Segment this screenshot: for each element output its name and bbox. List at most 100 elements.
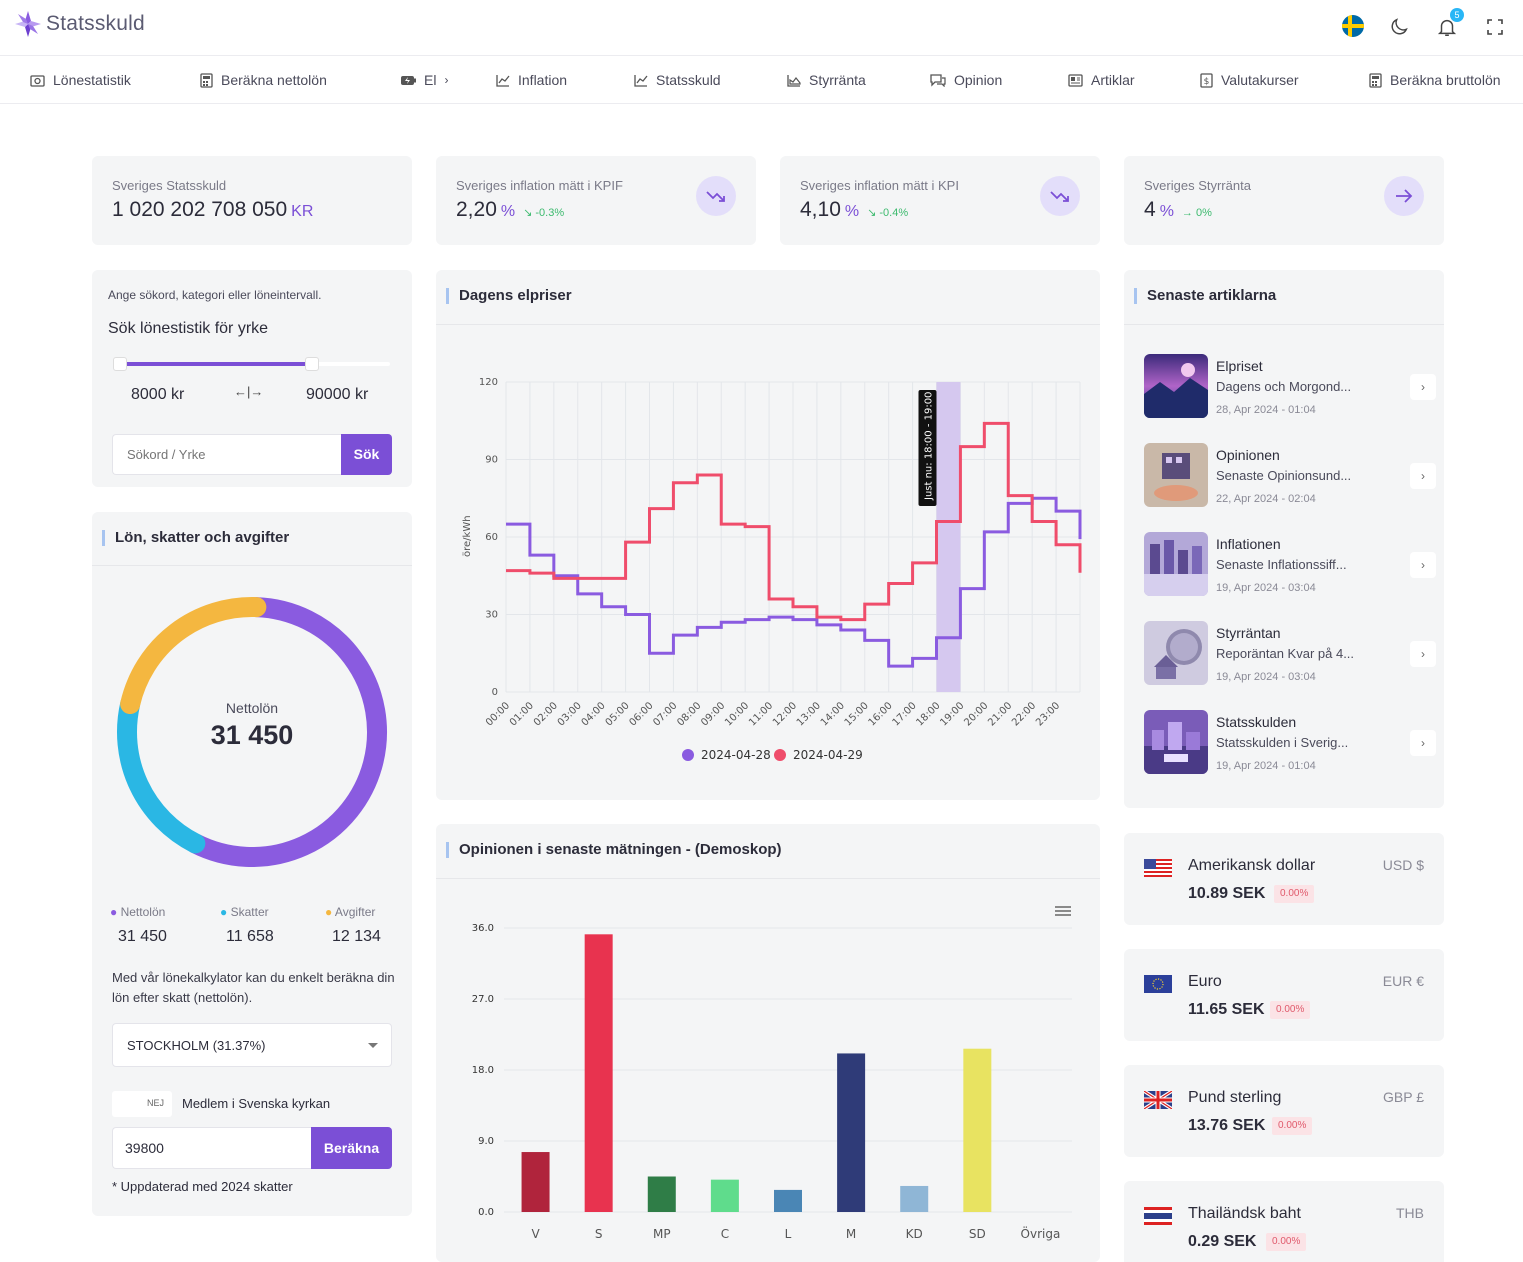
nav-item-lonestatistik[interactable]: Lönestatistik [30, 56, 131, 104]
divider [436, 324, 1100, 325]
nav-item-berakna-nettolon[interactable]: Beräkna nettolön [200, 56, 327, 104]
nav-item-inflation[interactable]: Inflation [496, 56, 567, 104]
chat-icon [930, 73, 946, 87]
legend-item-skatter: ● Skatter [220, 905, 269, 919]
salary-donut-chart [117, 597, 387, 867]
article-item[interactable]: Inflationen Senaste Inflationssiff... 19… [1144, 532, 1436, 598]
currency-card-eur[interactable]: Euro EUR € 11.65 SEK 0.00% [1124, 949, 1444, 1041]
slider-fill [120, 362, 312, 366]
article-open-button[interactable]: › [1410, 641, 1436, 667]
nav-label: Beräkna bruttolön [1390, 72, 1501, 88]
slider-handle-max[interactable] [304, 357, 319, 371]
x-tick-label: 19:00 [938, 700, 966, 728]
chevron-right-icon: › [444, 73, 449, 87]
x-tick-label: 12:00 [771, 700, 799, 728]
municipality-select[interactable]: STOCKHOLM (31.37%) [112, 1023, 392, 1067]
nav-item-opinion[interactable]: Opinion [930, 56, 1002, 104]
donut-segment-avgifter [120, 597, 267, 715]
us-flag-icon [1144, 859, 1172, 877]
article-open-button[interactable]: › [1410, 730, 1436, 756]
x-tick-label: V [531, 1227, 540, 1241]
x-tick-label: L [785, 1227, 792, 1241]
y-tick-label: 120 [479, 377, 498, 388]
electricity-price-chart: 0 30 60 90 120 Just nu: 18:00 - 19:00 öre/kWh 0… [462, 377, 1082, 762]
main-nav: Lönestatistik Beräkna nettolön El › Infl… [0, 56, 1523, 104]
svg-text:$: $ [1204, 77, 1210, 87]
currency-value: 11.65 SEK [1188, 1001, 1265, 1018]
calc-footnote: * Uppdaterad med 2024 skatter [112, 1179, 293, 1194]
card-title: Senaste artiklarna [1134, 288, 1276, 304]
stat-number: 4,10 [800, 198, 841, 221]
search-button[interactable]: Sök [341, 434, 392, 475]
stat-number: 2,20 [456, 198, 497, 221]
occupation-search-input[interactable] [112, 434, 342, 475]
nav-item-styrranta[interactable]: Styrränta [787, 56, 866, 104]
battery-icon [401, 75, 416, 85]
slider-handle-min[interactable] [113, 357, 127, 371]
article-item[interactable]: Elpriset Dagens och Morgond... 28, Apr 2… [1144, 354, 1436, 420]
nav-item-el[interactable]: El › [400, 56, 448, 104]
fullscreen-button[interactable] [1485, 17, 1505, 37]
legend-label: Avgifter [334, 905, 376, 919]
nav-label: Artiklar [1091, 72, 1135, 88]
article-open-button[interactable]: › [1410, 463, 1436, 489]
currency-card-usd[interactable]: Amerikansk dollar USD $ 10.89 SEK 0.00% [1124, 833, 1444, 925]
notifications-button[interactable]: 5 [1436, 8, 1464, 38]
currency-name: Thailändsk baht [1188, 1205, 1301, 1222]
article-open-button[interactable]: › [1410, 374, 1436, 400]
article-date: 19, Apr 2024 - 03:04 [1216, 582, 1316, 594]
x-tick-label: 14:00 [819, 700, 847, 728]
x-tick-label: 17:00 [891, 700, 919, 728]
article-item[interactable]: Statsskulden Statsskulden i Sverig... 19… [1144, 710, 1436, 776]
card-title: Opinionen i senaste mätningen - (Demosko… [446, 842, 782, 858]
currency-code: GBP £ [1383, 1089, 1424, 1105]
currency-card-gbp[interactable]: Pund sterling GBP £ 13.76 SEK 0.00% [1124, 1065, 1444, 1157]
nav-item-berakna-bruttolon[interactable]: Beräkna bruttolön [1369, 56, 1501, 104]
chevron-right-icon: › [1421, 558, 1425, 572]
salary-input[interactable] [112, 1127, 312, 1169]
stat-change-value: -0.3% [535, 207, 565, 219]
donut-segment-skatter [117, 694, 206, 854]
article-date: 22, Apr 2024 - 02:04 [1216, 493, 1316, 505]
stat-unit: KR [291, 203, 314, 220]
stat-icon-circle [1384, 176, 1424, 216]
current-hour-band [936, 382, 961, 692]
nav-label: Styrränta [809, 72, 866, 88]
nav-label: Lönestatistik [53, 72, 131, 88]
article-title: Elpriset [1216, 358, 1263, 374]
nav-item-artiklar[interactable]: Artiklar [1068, 56, 1135, 104]
calculate-button[interactable]: Beräkna [311, 1127, 392, 1169]
x-tick-label: 09:00 [699, 700, 727, 728]
currency-card-thb[interactable]: Thailändsk baht THB 0.29 SEK 0.00% [1124, 1181, 1444, 1262]
x-tick-label: 11:00 [747, 700, 775, 728]
salary-range-slider[interactable] [113, 357, 390, 371]
currency-change-badge: 0.00% [1270, 1001, 1311, 1019]
calc-description: Med vår lönekalkylator kan du enkelt ber… [112, 970, 395, 1005]
article-open-button[interactable]: › [1410, 552, 1436, 578]
eu-flag-icon [1144, 975, 1172, 993]
article-date: 28, Apr 2024 - 01:04 [1216, 404, 1316, 416]
series-line-2024-04-28 [506, 496, 1082, 668]
article-subtitle: Dagens och Morgond... [1216, 379, 1352, 394]
chart-menu-button[interactable] [1054, 904, 1072, 918]
y-tick-label: 9.0 [478, 1136, 494, 1147]
chart-line-icon [496, 74, 510, 87]
logo[interactable]: Statsskuld [14, 10, 145, 38]
theme-toggle-button[interactable] [1388, 16, 1410, 38]
nav-item-valutakurser[interactable]: $ Valutakurser [1200, 56, 1299, 104]
x-tick-label: 18:00 [914, 700, 942, 728]
article-item[interactable]: Opinionen Senaste Opinionsund... 22, Apr… [1144, 443, 1436, 509]
x-tick-label: 01:00 [508, 700, 536, 728]
language-flag-button[interactable] [1342, 15, 1364, 37]
church-toggle[interactable]: NEJ [112, 1091, 172, 1117]
stat-label: Sveriges Styrränta [1144, 178, 1251, 193]
article-thumbnail [1144, 710, 1208, 774]
opinion-bar-chart: 0.0 9.0 18.0 27.0 36.0 V S MP C L M KD SD Övriga [472, 923, 1072, 1241]
arrow-right-icon [1396, 189, 1413, 203]
y-tick-label: 27.0 [472, 994, 494, 1005]
divider [92, 565, 412, 566]
stat-card-kpi: Sveriges inflation mätt i KPI 4,10% ↘ -0.… [780, 156, 1100, 245]
nav-item-statsskuld[interactable]: Statsskuld [634, 56, 721, 104]
article-item[interactable]: Styrräntan Reporäntan Kvar på 4... 19, A… [1144, 621, 1436, 687]
stat-unit: % [1159, 203, 1174, 220]
